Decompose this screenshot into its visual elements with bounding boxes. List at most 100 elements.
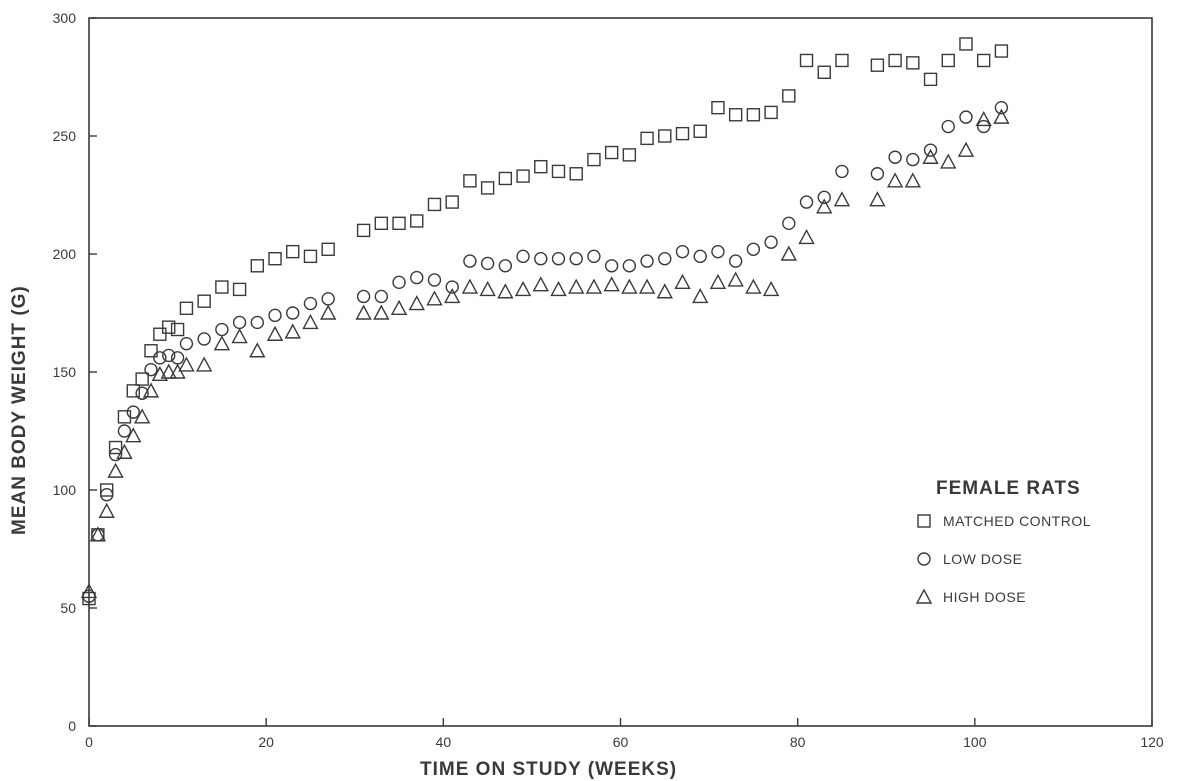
data-point-circle (941, 119, 955, 134)
data-point-triangle (497, 283, 514, 299)
data-point-circle (303, 296, 318, 311)
data-point-circle (215, 322, 229, 337)
data-point-circle (135, 386, 149, 400)
data-point-circle (906, 152, 920, 167)
data-point-triangle (461, 278, 479, 294)
data-point-circle (321, 292, 335, 306)
data-point-square (392, 216, 406, 231)
data-point-circle (534, 252, 548, 266)
data-point-triangle (249, 342, 266, 358)
x-tick-label: 80 (790, 734, 806, 750)
data-point-circle (427, 273, 442, 287)
y-tick-label: 100 (53, 482, 77, 498)
data-point-square (135, 372, 149, 386)
data-point-triangle (886, 172, 904, 188)
data-point-square (906, 56, 920, 70)
data-point-circle (117, 424, 132, 438)
data-point-triangle (320, 304, 337, 320)
data-point-square (162, 320, 176, 334)
data-point-circle (356, 289, 371, 304)
data-point-square (888, 53, 902, 68)
data-point-triangle (125, 427, 142, 443)
data-point-square (746, 108, 761, 122)
data-point-circle (463, 254, 477, 268)
data-point-square (959, 37, 973, 51)
data-point-triangle (373, 304, 390, 320)
data-point-triangle (160, 363, 177, 379)
data-point-triangle (709, 273, 727, 290)
data-point-triangle (213, 335, 231, 351)
data-point-circle (197, 332, 211, 346)
data-point-circle (640, 254, 654, 268)
data-point-square (976, 53, 991, 68)
data-point-circle (693, 249, 707, 264)
x-axis-title: TIME ON STUDY (WEEKS) (420, 759, 677, 780)
data-point-triangle (532, 276, 549, 292)
data-point-circle (587, 249, 601, 264)
legend-title: FEMALE RATS (936, 478, 1081, 499)
data-point-square (286, 244, 300, 259)
x-tick-label: 100 (963, 734, 987, 750)
data-point-triangle (762, 280, 780, 297)
data-point-circle (604, 259, 619, 273)
legend-label: LOW DOSE (943, 551, 1022, 567)
data-point-circle (976, 119, 991, 134)
data-point-square (250, 259, 265, 273)
data-point-triangle (745, 278, 762, 294)
data-point-circle (268, 308, 282, 323)
data-point-square (480, 181, 495, 195)
y-tick-label: 250 (53, 128, 77, 144)
data-point-triangle (390, 299, 408, 315)
data-point-square (410, 214, 424, 228)
data-point-triangle (621, 278, 638, 294)
data-point-triangle (231, 328, 248, 344)
data-point-triangle (568, 278, 585, 294)
data-point-circle (445, 280, 459, 294)
data-point-square (321, 242, 335, 256)
y-tick-label: 0 (68, 718, 76, 734)
data-point-circle (746, 242, 761, 256)
data-point-triangle (107, 462, 124, 478)
x-tick-label: 60 (613, 734, 629, 750)
data-point-triangle (727, 271, 744, 287)
data-point-circle (817, 190, 831, 205)
data-point-square (534, 159, 548, 174)
data-point-square (782, 89, 796, 103)
data-point-square (427, 197, 442, 212)
data-point-square (799, 53, 814, 68)
legend-marker-triangle (915, 588, 933, 604)
data-point-circle (782, 216, 796, 231)
series-square (82, 37, 1009, 606)
legend-marker-square (917, 514, 931, 528)
data-point-triangle (408, 295, 425, 311)
data-point-square (622, 148, 637, 162)
data-point-square (374, 216, 389, 231)
data-point-triangle (550, 280, 567, 297)
data-point-square (728, 108, 743, 122)
data-point-triangle (444, 288, 461, 304)
data-point-square (516, 169, 530, 183)
data-point-triangle (692, 288, 709, 304)
data-point-circle (108, 447, 123, 462)
data-point-circle (569, 252, 583, 266)
data-point-triangle (993, 108, 1010, 124)
data-point-circle (658, 252, 672, 266)
data-point-square (551, 164, 566, 179)
data-point-triangle (975, 111, 992, 127)
data-point-square (640, 131, 654, 146)
data-point-triangle (80, 583, 98, 599)
data-point-triangle (922, 148, 939, 164)
plot-frame (88, 17, 1153, 727)
data-point-triangle (302, 313, 319, 330)
y-tick-label: 150 (53, 364, 77, 380)
data-point-square (445, 195, 459, 209)
data-point-triangle (780, 245, 797, 261)
data-point-triangle (798, 229, 815, 245)
data-point-triangle (674, 273, 691, 290)
data-marks (80, 37, 1010, 606)
data-point-circle (498, 259, 513, 273)
data-point-square (711, 100, 725, 115)
data-point-circle (162, 348, 176, 363)
data-point-square (153, 327, 167, 341)
